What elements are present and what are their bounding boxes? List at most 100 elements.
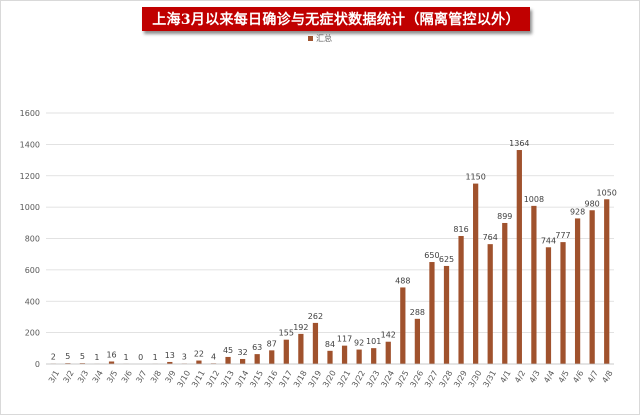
data-label: 45 (223, 346, 233, 355)
bar (502, 222, 508, 364)
y-tick-label: 1000 (20, 203, 40, 212)
x-tick-label: 4/1 (498, 369, 512, 385)
x-tick-label: 3/15 (248, 369, 265, 389)
x-tick-label: 3/7 (134, 369, 148, 385)
bar (385, 341, 391, 364)
bar (429, 262, 435, 364)
x-tick-label: 4/5 (557, 369, 571, 385)
chart-legend: 汇总 (0, 33, 640, 44)
bar (473, 183, 479, 364)
x-tick-label: 3/6 (120, 369, 134, 385)
bar (108, 361, 115, 364)
data-label: 1150 (465, 173, 485, 182)
data-label: 764 (483, 233, 498, 242)
data-label: 3 (182, 353, 187, 362)
y-tick-label: 800 (25, 235, 40, 244)
data-label: 101 (366, 337, 381, 346)
x-tick-label: 3/31 (481, 369, 498, 389)
bar (400, 287, 406, 364)
bar (443, 265, 450, 364)
bar (516, 150, 522, 364)
bar (167, 361, 173, 364)
x-tick-label: 3/25 (394, 369, 411, 389)
data-label: 32 (238, 348, 248, 357)
bar (269, 350, 275, 364)
data-label: 4 (211, 352, 216, 361)
data-label: 22 (194, 350, 204, 359)
bar (574, 218, 581, 364)
data-label: 13 (165, 351, 175, 360)
y-tick-label: 1400 (20, 140, 40, 149)
x-tick-label: 3/1 (47, 369, 61, 385)
data-label: 928 (570, 207, 585, 216)
bar (560, 242, 566, 364)
bar (239, 358, 246, 364)
data-label: 262 (308, 312, 323, 321)
x-tick-label: 4/7 (586, 369, 600, 385)
y-tick-label: 1200 (20, 172, 40, 181)
x-tick-label: 3/26 (408, 369, 425, 389)
bar (487, 244, 493, 364)
x-tick-label: 3/14 (234, 369, 251, 389)
bar (458, 235, 464, 364)
x-tick-label: 3/30 (467, 369, 484, 389)
bar (371, 348, 377, 364)
bar (254, 354, 260, 364)
data-label: 288 (410, 308, 425, 317)
x-tick-label: 3/11 (190, 369, 207, 389)
y-tick-label: 0 (35, 360, 40, 369)
x-tick-label: 3/13 (219, 369, 236, 389)
legend-swatch (308, 36, 313, 41)
data-label: 192 (293, 323, 308, 332)
x-tick-label: 3/27 (423, 369, 440, 389)
x-tick-label: 3/4 (91, 369, 105, 385)
x-tick-label: 4/8 (600, 369, 614, 385)
data-label: 650 (424, 251, 439, 260)
y-tick-label: 600 (25, 266, 40, 275)
data-label: 16 (106, 350, 116, 359)
data-label: 5 (65, 352, 70, 361)
data-label: 84 (325, 340, 335, 349)
x-tick-label: 3/29 (452, 369, 469, 389)
x-tick-label: 4/6 (571, 369, 585, 385)
bar (196, 360, 202, 364)
x-tick-label: 4/3 (528, 369, 542, 385)
x-tick-label: 3/8 (149, 369, 163, 385)
x-tick-label: 4/4 (542, 369, 556, 385)
x-tick-label: 3/5 (105, 369, 119, 385)
y-tick-label: 200 (25, 329, 40, 338)
bar (341, 345, 348, 364)
data-label: 980 (585, 199, 600, 208)
x-tick-label: 3/28 (438, 369, 455, 389)
bar (327, 350, 333, 364)
data-label: 117 (337, 335, 352, 344)
data-label: 87 (267, 339, 277, 348)
y-tick-label: 400 (25, 297, 40, 306)
data-label: 488 (395, 276, 410, 285)
x-tick-label: 3/20 (321, 369, 338, 389)
data-label: 777 (555, 231, 570, 240)
chart-title: 上海3月以来每日确诊与无症状数据统计（隔离管控以外） (152, 12, 520, 28)
x-tick-label: 3/22 (350, 369, 367, 389)
x-tick-label: 3/2 (62, 369, 76, 385)
x-tick-label: 3/17 (277, 369, 294, 389)
x-tick-label: 3/16 (263, 369, 280, 389)
bar (604, 199, 610, 364)
bar (312, 322, 319, 364)
bar (414, 318, 421, 364)
data-label: 0 (138, 353, 143, 362)
x-tick-label: 3/19 (307, 369, 324, 389)
data-label: 63 (252, 343, 262, 352)
data-label: 1050 (597, 188, 617, 197)
x-tick-label: 3/24 (379, 369, 396, 389)
bar (545, 247, 552, 364)
chart-title-box: 上海3月以来每日确诊与无症状数据统计（隔离管控以外） (142, 7, 530, 31)
legend-label: 汇总 (316, 34, 332, 43)
data-label: 744 (541, 236, 556, 245)
x-tick-label: 4/2 (513, 369, 527, 385)
bar (356, 349, 362, 364)
x-tick-label: 3/21 (336, 369, 353, 389)
data-label: 5 (80, 352, 85, 361)
data-label: 142 (381, 331, 396, 340)
